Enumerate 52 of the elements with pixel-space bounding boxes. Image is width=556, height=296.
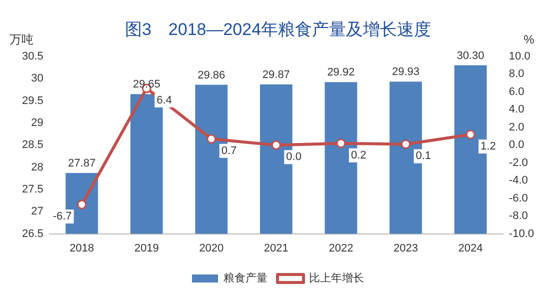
point xyxy=(77,200,87,210)
y2-tick-label: -10.0 xyxy=(508,228,534,240)
y2-tick-label: 0.0 xyxy=(508,139,524,152)
x-tick-label: 2021 xyxy=(264,242,288,254)
x-tick-label: 2023 xyxy=(394,242,418,254)
y-tick-label: 28 xyxy=(31,161,44,174)
x-tick-label: 2018 xyxy=(70,242,94,254)
data-label: 29.65 xyxy=(132,78,160,91)
x-tick-label: 2020 xyxy=(199,242,224,254)
y-axis-title: 万吨 xyxy=(9,32,34,47)
data-label: 0.1 xyxy=(416,150,432,162)
y2-tick-label: 6.0 xyxy=(508,86,524,98)
x-tick-label: 2019 xyxy=(134,242,159,254)
legend-label: 比上年增长 xyxy=(309,272,364,285)
y2-tick-label: -6.0 xyxy=(508,192,528,204)
x-tick-label: 2022 xyxy=(328,242,354,254)
y-tick-label: 26.5 xyxy=(22,228,44,240)
data-label: 29.86 xyxy=(198,69,226,82)
data-label: 0.0 xyxy=(286,151,302,164)
y-tick-label: 27 xyxy=(31,206,44,218)
y2-tick-label: 2.0 xyxy=(508,121,524,134)
data-label: 0.2 xyxy=(350,149,366,162)
y-tick-label: 30.5 xyxy=(22,50,44,62)
point xyxy=(206,134,216,144)
y-tick-label: 30 xyxy=(31,72,44,85)
data-label: 27.87 xyxy=(68,158,96,170)
y2-tick-label: -4.0 xyxy=(508,174,528,187)
data-label: 29.93 xyxy=(392,66,420,78)
legend-label: 粮食产量 xyxy=(224,272,268,285)
x-tick-label: 2024 xyxy=(458,242,483,254)
data-label: 29.92 xyxy=(327,66,355,79)
data-label: -6.7 xyxy=(52,210,72,223)
data-label: 30.30 xyxy=(456,50,484,62)
data-label: 6.4 xyxy=(156,94,172,106)
point xyxy=(336,138,346,148)
data-label: 0.7 xyxy=(221,144,237,157)
y-tick-label: 27.5 xyxy=(22,183,44,196)
data-label: 1.2 xyxy=(480,140,496,152)
point xyxy=(271,140,281,150)
y2-tick-label: -2.0 xyxy=(508,156,528,169)
y-tick-label: 29 xyxy=(31,116,44,129)
y2-tick-label: 4.0 xyxy=(508,104,524,116)
point xyxy=(400,139,410,149)
y2-tick-label: -8.0 xyxy=(508,210,528,222)
y-tick-label: 28.5 xyxy=(22,139,44,152)
y2-tick-label: 8.0 xyxy=(508,68,524,80)
point xyxy=(466,130,476,140)
y2-tick-label: 10.0 xyxy=(508,50,530,62)
chart-title: 图3 2018—2024年粮食产量及增长速度 xyxy=(124,20,432,39)
y2-axis-title: % xyxy=(524,32,535,47)
y-tick-label: 29.5 xyxy=(22,94,44,107)
data-label: 29.87 xyxy=(262,68,290,81)
